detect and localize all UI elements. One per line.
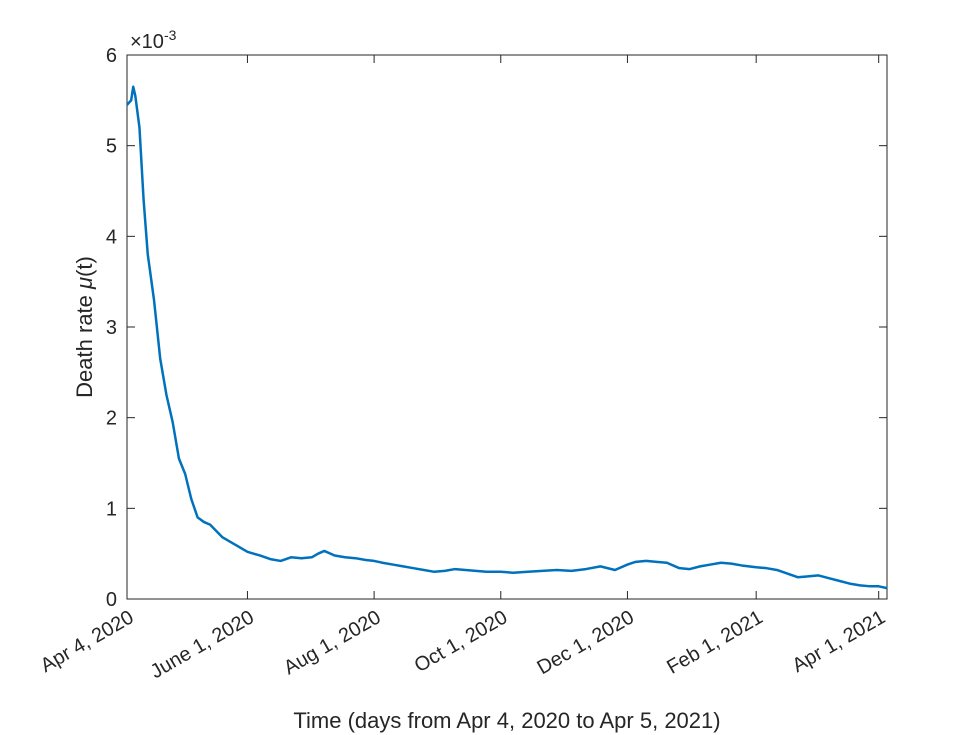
y-tick-label: 4: [106, 226, 117, 248]
x-tick-label: Oct 1, 2020: [411, 606, 512, 677]
y-tick-label: 2: [106, 408, 117, 430]
y-tick-label: 5: [106, 136, 117, 158]
y-axis-label: Death rate μ(t): [72, 256, 97, 398]
y-tick-label: 3: [106, 317, 117, 339]
y-tick-label: 6: [106, 45, 117, 67]
plot-area: [126, 54, 888, 600]
x-tick-label: Apr 4, 2020: [37, 606, 138, 677]
y-axis-label-symbol: μ: [72, 277, 97, 290]
y-axis-ticks: 0 1 2 3 4 5 6: [106, 45, 887, 611]
y-axis-label-prefix: Death rate: [72, 289, 97, 398]
x-tick-label: Aug 1, 2020: [280, 606, 384, 679]
y-tick-label: 0: [106, 589, 117, 611]
y-axis-label-suffix: (t): [72, 256, 97, 277]
y-exponent-label: ×10-3: [130, 27, 177, 53]
death-rate-series-line: [126, 85, 888, 590]
x-tick-label: Feb 1, 2021: [663, 606, 766, 678]
y-tick-label: 1: [106, 498, 117, 520]
x-tick-label: June 1, 2020: [147, 606, 258, 683]
x-axis-label: Time (days from Apr 4, 2020 to Apr 5, 20…: [293, 708, 720, 733]
y-exponent-base: ×10: [130, 31, 164, 53]
y-exponent-power: -3: [164, 27, 177, 43]
x-tick-label: Apr 1, 2021: [789, 606, 890, 677]
x-tick-label: Dec 1, 2020: [534, 606, 638, 679]
